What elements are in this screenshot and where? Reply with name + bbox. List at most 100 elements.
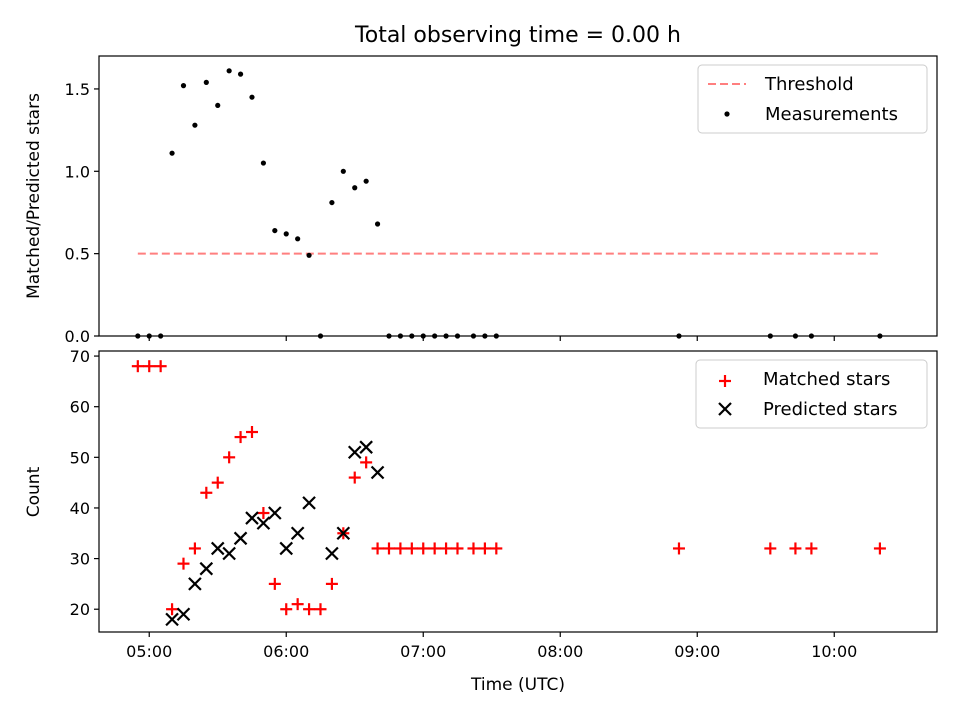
predicted-star-point (268, 506, 282, 520)
measurement-point (249, 94, 255, 100)
top-y-axis-label: Matched/Predicted stars (24, 93, 44, 299)
matched-legend-marker (719, 375, 731, 387)
x-tick-label: 05:00 (126, 642, 172, 661)
matched-star-point (245, 426, 258, 439)
predicted-star-point (165, 612, 179, 627)
matched-star-point (257, 507, 270, 520)
top-y-tick-label: 0.0 (65, 327, 90, 346)
matched-star-point (490, 542, 503, 555)
top-y-tick-label: 0.5 (65, 245, 90, 264)
matched-star-point (314, 603, 327, 616)
measurement-point (237, 71, 244, 77)
matched-star-point (280, 603, 293, 616)
matched-star-point (672, 542, 685, 555)
measurement-point (215, 102, 221, 109)
figure-title: Total observing time = 0.00 h (354, 23, 681, 48)
top-x-ticks (148, 336, 835, 341)
measurements-legend-label: Measurements (765, 104, 898, 125)
x-tick-label: 08:00 (537, 642, 583, 661)
matched-star-point (382, 542, 395, 555)
matched-star-point (211, 476, 224, 489)
threshold-legend-label: Threshold (764, 74, 854, 95)
matched-star-point (188, 542, 201, 555)
predicted-star-point (325, 546, 339, 561)
matched-legend-label: Matched stars (763, 369, 890, 390)
bottom-y-tick-label: 40 (70, 499, 90, 518)
measurement-point (374, 221, 381, 227)
bottom-panel: 20 30 40 50 60 70 05:00 06:00 07:00 08:00 09:00 10… (24, 347, 938, 695)
measurement-point (306, 252, 312, 258)
top-y-tick-label: 1.0 (65, 162, 90, 181)
matched-star-point (223, 451, 236, 464)
matched-star-point (166, 603, 179, 616)
matched-star-point (291, 598, 304, 611)
measurement-point (180, 83, 187, 89)
matched-star-point (177, 557, 190, 570)
measurement-point (352, 185, 358, 191)
matched-star-point (303, 603, 316, 616)
predicted-legend-label: Predicted stars (763, 399, 897, 420)
predicted-star-point (359, 440, 373, 454)
matched-star-point (394, 542, 407, 555)
matched-star-point (805, 542, 818, 555)
measurement-point (203, 79, 209, 85)
predicted-star-point (336, 526, 351, 541)
bottom-y-tick-label: 70 (70, 347, 90, 366)
bottom-x-ticks: 05:00 06:00 07:00 08:00 09:00 10:00 (126, 632, 857, 661)
top-legend: Threshold Measurements (697, 64, 928, 134)
measurement-point (329, 199, 335, 206)
bottom-y-tick-label: 30 (70, 550, 90, 569)
predicted-star-point (347, 445, 362, 460)
predicted-star-point (245, 511, 259, 525)
bottom-y-tick-label: 20 (70, 600, 90, 619)
matched-star-point (467, 542, 480, 555)
measurement-point (283, 231, 289, 237)
matched-star-point (154, 360, 167, 373)
matched-star-point (873, 542, 886, 555)
measurement-point (363, 178, 369, 184)
matched-star-point (325, 577, 338, 590)
x-tick-label: 06:00 (263, 642, 309, 661)
predicted-star-point (188, 577, 202, 591)
matched-star-point (268, 577, 281, 590)
measurement-point (260, 160, 267, 166)
predicted-star-point (256, 516, 271, 530)
measurement-point (340, 168, 346, 174)
bottom-y-tick-label: 50 (70, 448, 90, 467)
matched-star-point (234, 431, 247, 444)
x-tick-label: 07:00 (400, 642, 446, 661)
predicted-star-point (199, 561, 214, 576)
top-panel: 0.0 0.5 1.0 1.5 Matched/Predicted stars Thr… (24, 55, 938, 346)
bottom-legend: Matched stars Predicted stars (695, 359, 928, 429)
x-axis-label: Time (UTC) (470, 675, 565, 695)
measurement-point (295, 236, 301, 242)
predicted-star-point (302, 496, 316, 510)
predicted-star-point (222, 546, 236, 561)
top-axes-frame (98, 55, 938, 337)
predicted-star-point (290, 526, 305, 541)
matched-star-point (131, 360, 144, 373)
top-legend-box (697, 64, 928, 134)
matched-star-point (143, 360, 156, 373)
predicted-star-point (176, 607, 191, 622)
matched-star-point (405, 542, 418, 555)
x-tick-label: 10:00 (811, 642, 857, 661)
bottom-y-ticks: 20 30 40 50 60 70 (70, 347, 99, 619)
matched-star-point (371, 542, 384, 555)
measurements-legend-marker (724, 111, 730, 117)
top-marks (135, 68, 883, 339)
predicted-star-point (233, 531, 248, 546)
bottom-y-axis-label: Count (24, 466, 44, 517)
matched-star-point (764, 542, 777, 555)
matched-star-point (348, 471, 361, 484)
matched-star-point (440, 542, 453, 555)
matched-star-point (428, 542, 441, 555)
matched-star-point (417, 542, 430, 555)
measurement-point (169, 150, 175, 156)
predicted-star-point (370, 465, 385, 480)
predicted-star-point (279, 541, 294, 556)
matched-star-point (789, 542, 802, 555)
predicted-legend-marker (718, 402, 732, 416)
top-y-ticks: 0.0 0.5 1.0 1.5 (65, 80, 99, 346)
